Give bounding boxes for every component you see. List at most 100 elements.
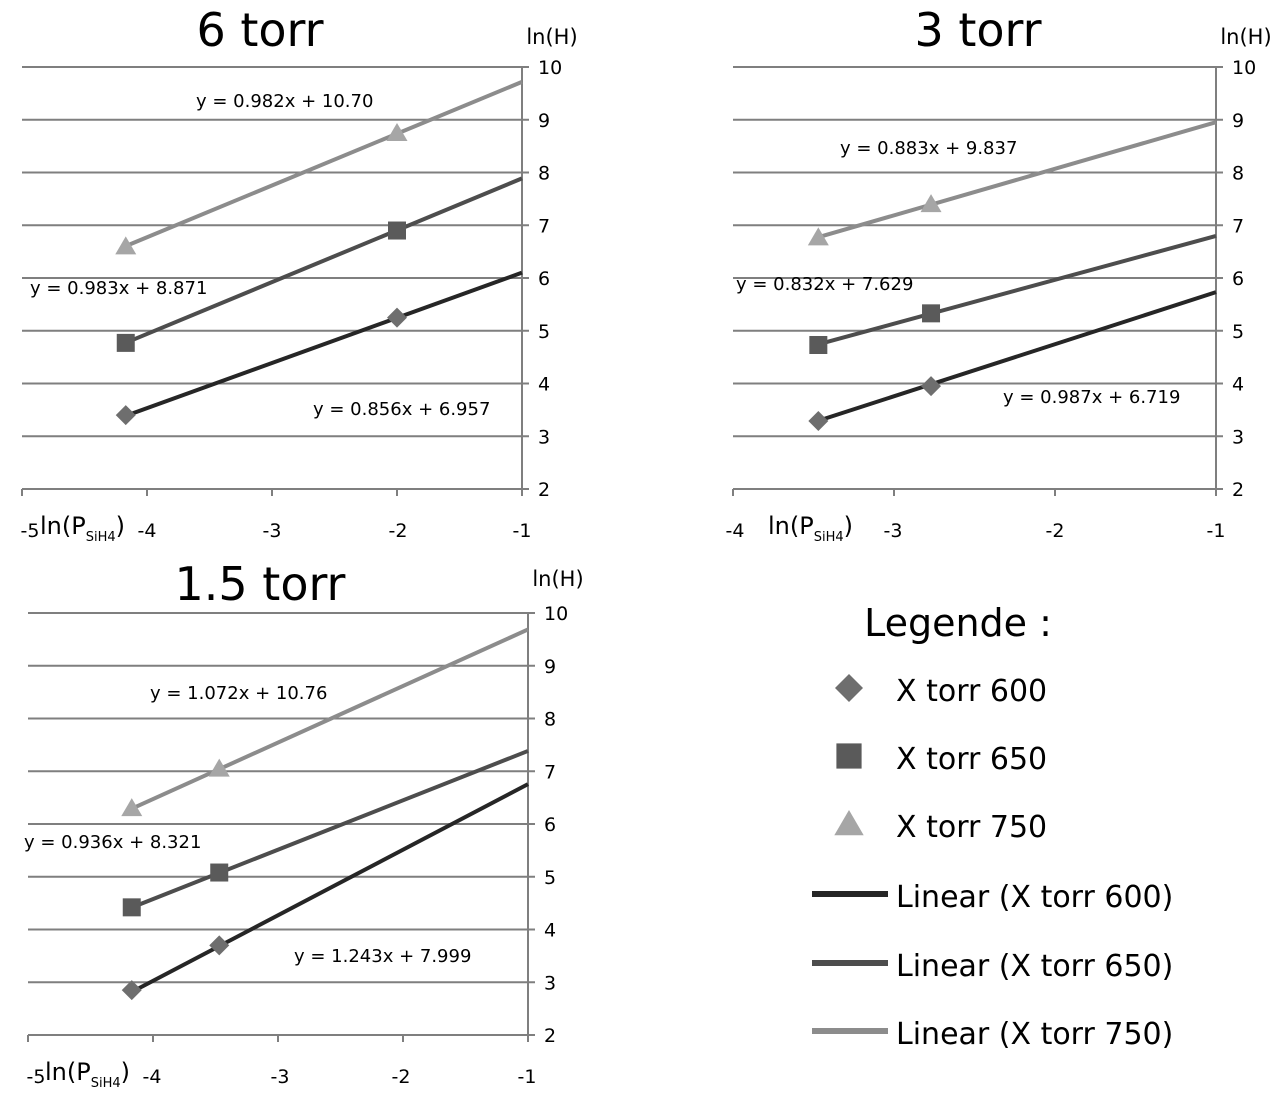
y-tick-label: 9: [544, 656, 556, 678]
y-tick-label: 8: [538, 163, 550, 185]
trendline-triangle: [124, 80, 523, 248]
y-tick-label: 5: [538, 321, 550, 343]
legend-label: X torr 600: [896, 674, 1047, 709]
y-tick-label: 6: [1232, 268, 1244, 290]
y-tick-label: 6: [538, 268, 550, 290]
chart-panel-1: 2 3 4 5 6 7 8 9 10 -5 -4 -3 -2 -1 6 torr ln(H) ln(PSiH4)…: [21, 3, 578, 545]
legend-square-icon: [836, 743, 862, 769]
y-tick-label: 5: [544, 867, 556, 889]
legend-triangle-icon: [834, 810, 864, 836]
y-tick-label: 4: [1232, 374, 1244, 396]
y-tick-label: 7: [544, 761, 556, 783]
trendline-square: [131, 749, 529, 910]
chart-title: 1.5 torr: [175, 557, 346, 611]
trendline-equation: y = 0.856x + 6.957: [313, 399, 490, 420]
trendline-equation: y = 0.832x + 7.629: [736, 274, 913, 295]
data-point-diamond: [209, 935, 230, 956]
x-tick-label: -2: [392, 1066, 411, 1088]
y-axis-label: ln(H): [1220, 25, 1271, 49]
x-tick-label: -1: [513, 520, 532, 542]
y-axis-label: ln(H): [526, 25, 577, 49]
data-point-triangle: [807, 227, 829, 246]
y-tick-label: 5: [1232, 321, 1244, 343]
x-tick-label: -1: [1207, 520, 1226, 542]
x-tick-label: -5: [27, 1066, 46, 1088]
chart-panel-3: 2 3 4 5 6 7 8 9 10 -5 -4 -3 -2 -1 1.5 torr ln(H) ln(PSiH…: [24, 557, 584, 1091]
data-point-triangle: [121, 798, 143, 817]
chart-panel-2: 2 3 4 5 6 7 8 9 10 -4 -3 -2 -1 3 torr ln(H) ln(PSiH4) y …: [726, 3, 1272, 545]
y-tick-label: 7: [1232, 215, 1244, 237]
trendline-equation: y = 0.883x + 9.837: [840, 138, 1017, 159]
trendline-equation: y = 0.987x + 6.719: [1003, 387, 1180, 408]
y-tick-label: 2: [544, 1025, 556, 1047]
legend: Legende : X torr 600 X torr 650 X torr 750 L…: [812, 601, 1173, 1052]
y-axis-label: ln(H): [532, 567, 583, 591]
y-tick-label: 9: [538, 110, 550, 132]
chart-title: 3 torr: [914, 3, 1041, 57]
y-tick-label: 3: [538, 426, 550, 448]
x-tick-label: -3: [263, 520, 282, 542]
y-tick-label: 10: [538, 57, 562, 79]
y-tick-label: 10: [544, 603, 568, 625]
chart-title: 6 torr: [196, 3, 323, 57]
data-point-square: [922, 304, 941, 323]
data-point-triangle: [208, 758, 230, 777]
trendline-equation: y = 0.982x + 10.70: [196, 91, 373, 112]
y-tick-label: 3: [1232, 426, 1244, 448]
legend-diamond-icon: [835, 674, 863, 702]
y-tick-label: 8: [544, 709, 556, 731]
trendline-diamond: [817, 290, 1217, 423]
x-tick-label: -5: [21, 520, 40, 542]
x-tick-label: -3: [271, 1066, 290, 1088]
data-point-diamond: [808, 410, 829, 431]
x-axis-label: ln(PSiH4): [45, 1058, 130, 1089]
x-axis-label: ln(PSiH4): [40, 512, 125, 545]
y-tick-label: 6: [544, 814, 556, 836]
y-tick-label: 2: [538, 479, 550, 501]
data-point-square: [809, 335, 828, 354]
legend-title: Legende :: [864, 601, 1052, 645]
x-tick-label: -4: [138, 520, 157, 542]
legend-label: Linear (X torr 750): [896, 1017, 1173, 1052]
legend-label: X torr 650: [896, 742, 1047, 777]
data-point-square: [116, 333, 135, 352]
x-tick-label: -1: [518, 1066, 537, 1088]
y-tick-label: 2: [1232, 479, 1244, 501]
x-tick-label: -2: [1046, 520, 1065, 542]
trendline-triangle: [817, 120, 1217, 240]
y-tick-label: 7: [538, 215, 550, 237]
y-tick-label: 8: [1232, 163, 1244, 185]
y-tick-label: 9: [1232, 110, 1244, 132]
y-tick-label: 10: [1232, 57, 1256, 79]
trendline-equation: y = 1.243x + 7.999: [294, 946, 471, 967]
x-tick-label: -3: [884, 520, 903, 542]
trendline-equation: y = 1.072x + 10.76: [150, 683, 327, 704]
trendline-equation: y = 0.936x + 8.321: [24, 832, 201, 853]
legend-label: X torr 750: [896, 810, 1047, 845]
trendline-square: [124, 176, 523, 345]
data-point-triangle: [386, 122, 408, 141]
data-point-square: [210, 863, 229, 882]
y-tick-label: 4: [544, 920, 556, 942]
data-point-diamond: [115, 405, 136, 426]
y-tick-label: 4: [538, 374, 550, 396]
trendline-square: [817, 234, 1217, 347]
x-axis-label: ln(PSiH4): [768, 512, 853, 545]
data-point-diamond: [121, 980, 142, 1001]
legend-label: Linear (X torr 650): [896, 949, 1173, 984]
data-point-square: [388, 221, 406, 240]
x-tick-label: -2: [389, 520, 408, 542]
x-tick-label: -4: [143, 1066, 162, 1088]
data-point-diamond: [921, 376, 942, 397]
trendline-diamond: [125, 270, 523, 418]
data-point-square: [122, 898, 141, 917]
y-tick-label: 3: [544, 972, 556, 994]
x-tick-label: -4: [726, 520, 745, 542]
data-point-triangle: [115, 236, 137, 255]
trendline-equation: y = 0.983x + 8.871: [30, 278, 207, 299]
data-point-triangle: [920, 194, 942, 213]
trendline-triangle: [130, 627, 529, 811]
legend-label: Linear (X torr 600): [896, 880, 1173, 915]
